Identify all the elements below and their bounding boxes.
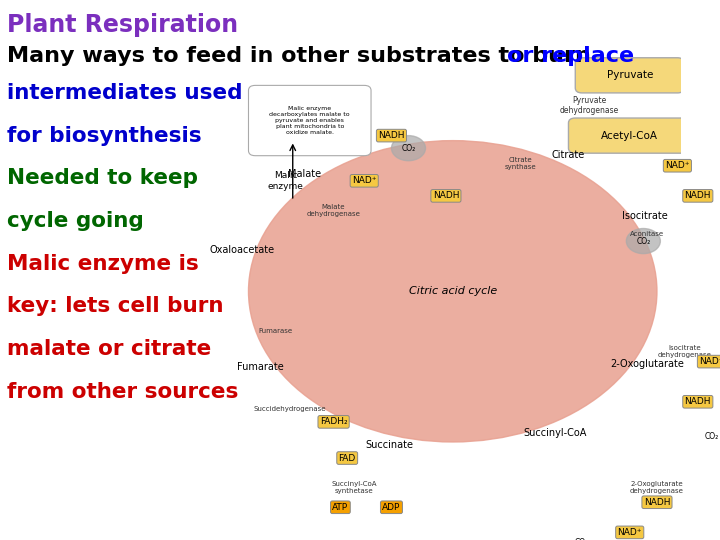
Text: NADH: NADH <box>378 131 405 140</box>
Text: NADH: NADH <box>685 191 711 200</box>
Text: Needed to keep: Needed to keep <box>6 168 198 188</box>
FancyBboxPatch shape <box>575 58 684 93</box>
Text: Succinyl-CoA: Succinyl-CoA <box>523 428 587 438</box>
Text: NAD⁺: NAD⁺ <box>352 176 377 185</box>
Circle shape <box>248 140 657 442</box>
Text: Malate: Malate <box>287 169 320 179</box>
Text: Acetyl-CoA: Acetyl-CoA <box>601 131 658 140</box>
Text: NAD⁺: NAD⁺ <box>618 528 642 537</box>
Text: Succinyl-CoA
synthetase: Succinyl-CoA synthetase <box>331 481 377 494</box>
Text: NADH: NADH <box>685 397 711 406</box>
Text: Fumarate: Fumarate <box>237 362 284 372</box>
Text: Malic
enzyme: Malic enzyme <box>268 171 304 191</box>
Text: Fumarase: Fumarase <box>258 328 293 334</box>
FancyBboxPatch shape <box>248 85 371 156</box>
Text: 2-Oxoglutarate: 2-Oxoglutarate <box>610 359 684 369</box>
Text: Pyruvate
dehydrogenase: Pyruvate dehydrogenase <box>559 96 618 115</box>
Text: Citric acid cycle: Citric acid cycle <box>409 286 497 296</box>
Text: Malic enzyme is: Malic enzyme is <box>6 254 199 274</box>
FancyBboxPatch shape <box>569 118 691 153</box>
Text: FAD: FAD <box>338 454 356 463</box>
Text: Aconitase: Aconitase <box>630 231 664 237</box>
Text: Malic enzyme
decarboxylates malate to
pyruvate and enables
plant mitochondria to: Malic enzyme decarboxylates malate to py… <box>269 106 350 134</box>
Text: NAD⁺: NAD⁺ <box>699 357 720 366</box>
Text: intermediates used: intermediates used <box>6 83 243 103</box>
Text: CO₂: CO₂ <box>704 433 719 441</box>
Text: Isocitrate
dehydrogenase: Isocitrate dehydrogenase <box>657 345 711 358</box>
Text: Isocitrate: Isocitrate <box>622 211 668 221</box>
Text: Citrate: Citrate <box>552 150 585 160</box>
Circle shape <box>565 530 599 540</box>
Text: Plant Respiration: Plant Respiration <box>6 12 238 37</box>
Text: cycle going: cycle going <box>6 211 143 231</box>
Text: CO₂: CO₂ <box>401 144 415 153</box>
Circle shape <box>694 424 720 449</box>
Text: 2-Oxoglutarate
dehydrogenase: 2-Oxoglutarate dehydrogenase <box>630 481 684 494</box>
Text: CO₂: CO₂ <box>575 538 589 540</box>
Text: CO₂: CO₂ <box>636 237 650 246</box>
Text: or replace: or replace <box>507 46 634 66</box>
Text: key: lets cell burn: key: lets cell burn <box>6 296 223 316</box>
Text: Succidehydrogenase: Succidehydrogenase <box>253 406 325 413</box>
Text: FADH₂: FADH₂ <box>320 417 348 427</box>
Circle shape <box>626 228 660 254</box>
Text: for biosynthesis: for biosynthesis <box>6 126 202 146</box>
Text: Citrate
synthase: Citrate synthase <box>505 157 536 170</box>
Text: NADH: NADH <box>433 191 459 200</box>
Circle shape <box>392 136 426 161</box>
Text: Oxaloacetate: Oxaloacetate <box>210 245 275 255</box>
Text: NADH: NADH <box>644 498 670 507</box>
Text: from other sources: from other sources <box>6 382 238 402</box>
Text: NAD⁺: NAD⁺ <box>665 161 690 170</box>
Text: malate or citrate: malate or citrate <box>6 339 211 359</box>
Text: Malate
dehydrogenase: Malate dehydrogenase <box>307 205 361 218</box>
Text: Succinate: Succinate <box>365 440 413 450</box>
Text: ATP: ATP <box>333 503 348 512</box>
Text: Pyruvate: Pyruvate <box>606 70 653 80</box>
Text: ADP: ADP <box>382 503 400 512</box>
Text: Many ways to feed in other substrates to burn: Many ways to feed in other substrates to… <box>6 46 598 66</box>
